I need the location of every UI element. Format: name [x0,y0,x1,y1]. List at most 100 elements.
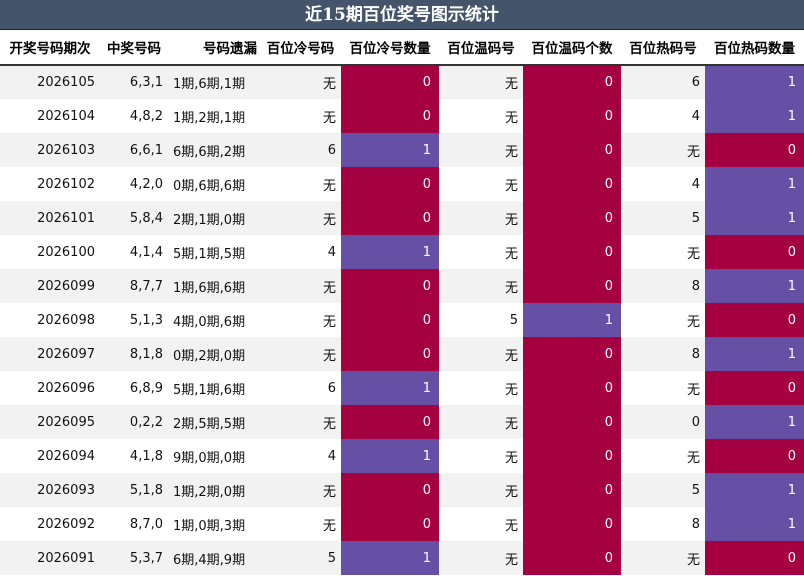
number-cell: 4,8,2 [100,99,168,133]
warm-number-cell: 无 [439,65,523,99]
hot-count-cell: 1 [705,167,804,201]
number-cell: 4,2,0 [100,167,168,201]
hot-count-cell: 1 [705,201,804,235]
cold-number-cell: 无 [260,337,341,371]
warm-count-cell: 0 [523,473,621,507]
miss-cell: 1期,2期,0期 [168,473,260,507]
hot-number-cell: 8 [621,337,705,371]
warm-count-cell: 1 [523,303,621,337]
period-cell: 2026096 [0,371,100,405]
hot-count-cell: 0 [705,235,804,269]
table-row: 2026100 4,1,4 5期,1期,5期 4 1 无 0 无 0 [0,235,804,269]
miss-cell: 2期,5期,5期 [168,405,260,439]
cold-count-cell: 0 [341,99,439,133]
cold-count-cell: 0 [341,201,439,235]
number-cell: 8,1,8 [100,337,168,371]
header-cold: 百位冷号码 [260,30,341,66]
warm-number-cell: 无 [439,167,523,201]
warm-number-cell: 无 [439,541,523,575]
hot-number-cell: 8 [621,507,705,541]
table-row: 2026098 5,1,3 4期,0期,6期无 0 5 1 无 0 [0,303,804,337]
hot-count-cell: 0 [705,541,804,575]
period-cell: 2026091 [0,541,100,575]
table-row: 2026097 8,1,8 0期,2期,0期无 0 无 0 8 1 [0,337,804,371]
number-cell: 6,8,9 [100,371,168,405]
period-cell: 2026104 [0,99,100,133]
warm-number-cell: 无 [439,405,523,439]
table-row: 2026095 0,2,2 2期,5期,5期无 0 无 0 0 1 [0,405,804,439]
period-cell: 2026100 [0,235,100,269]
header-hot-count: 百位热码数量 [705,30,804,66]
cold-number-cell: 无 [260,269,341,303]
miss-cell: 5期,1期,5期 [168,235,260,269]
table-row: 2026104 4,8,2 1期,2期,1期无 0 无 0 4 1 [0,99,804,133]
number-cell: 4,1,8 [100,439,168,473]
hot-count-cell: 0 [705,133,804,167]
table-row: 2026096 6,8,9 5期,1期,6期 6 1 无 0 无 0 [0,371,804,405]
header-row: 开奖号码期次 中奖号码 号码遗漏 百位冷号码 百位冷号数量 百位温码号 百位温码… [0,30,804,66]
cold-number-cell: 无 [260,507,341,541]
number-cell: 4,1,4 [100,235,168,269]
cold-number-cell: 无 [260,405,341,439]
warm-count-cell: 0 [523,65,621,99]
miss-cell: 1期,0期,3期 [168,507,260,541]
warm-count-cell: 0 [523,337,621,371]
miss-cell: 0期,6期,6期 [168,167,260,201]
table-row: 2026099 8,7,7 1期,6期,6期无 0 无 0 8 1 [0,269,804,303]
warm-count-cell: 0 [523,99,621,133]
miss-cell: 6期,6期,2期 [168,133,260,167]
cold-number-cell: 6 [260,133,341,167]
warm-count-cell: 0 [523,269,621,303]
hot-number-cell: 无 [621,303,705,337]
hot-number-cell: 8 [621,269,705,303]
warm-count-cell: 0 [523,541,621,575]
hot-number-cell: 无 [621,439,705,473]
period-cell: 2026103 [0,133,100,167]
warm-number-cell: 无 [439,439,523,473]
cold-count-cell: 0 [341,507,439,541]
number-cell: 6,6,1 [100,133,168,167]
miss-cell: 9期,0期,0期 [168,439,260,473]
warm-count-cell: 0 [523,507,621,541]
period-cell: 2026101 [0,201,100,235]
period-cell: 2026093 [0,473,100,507]
hot-number-cell: 无 [621,541,705,575]
table-row: 2026102 4,2,0 0期,6期,6期无 0 无 0 4 1 [0,167,804,201]
hot-number-cell: 5 [621,473,705,507]
cold-number-cell: 无 [260,65,341,99]
hot-number-cell: 5 [621,201,705,235]
miss-cell: 5期,1期,6期 [168,371,260,405]
warm-number-cell: 无 [439,507,523,541]
warm-count-cell: 0 [523,405,621,439]
cold-number-cell: 4 [260,235,341,269]
period-cell: 2026098 [0,303,100,337]
header-miss: 号码遗漏 [168,30,260,66]
warm-number-cell: 无 [439,133,523,167]
hot-number-cell: 0 [621,405,705,439]
cold-count-cell: 0 [341,337,439,371]
warm-number-cell: 无 [439,473,523,507]
warm-count-cell: 0 [523,201,621,235]
hot-number-cell: 无 [621,133,705,167]
cold-count-cell: 0 [341,405,439,439]
cold-number-cell: 无 [260,167,341,201]
hot-number-cell: 4 [621,167,705,201]
cold-count-cell: 1 [341,235,439,269]
table-row: 2026092 8,7,0 1期,0期,3期无 0 无 0 8 1 [0,507,804,541]
header-period: 开奖号码期次 [0,30,100,66]
hot-count-cell: 1 [705,337,804,371]
number-cell: 0,2,2 [100,405,168,439]
period-cell: 2026095 [0,405,100,439]
cold-count-cell: 1 [341,541,439,575]
cold-number-cell: 4 [260,439,341,473]
miss-cell: 1期,2期,1期 [168,99,260,133]
hot-count-cell: 0 [705,303,804,337]
warm-number-cell: 无 [439,269,523,303]
hot-number-cell: 4 [621,99,705,133]
miss-cell: 1期,6期,6期 [168,269,260,303]
period-cell: 2026102 [0,167,100,201]
warm-number-cell: 无 [439,99,523,133]
cold-count-cell: 0 [341,473,439,507]
number-cell: 8,7,7 [100,269,168,303]
cold-count-cell: 1 [341,133,439,167]
